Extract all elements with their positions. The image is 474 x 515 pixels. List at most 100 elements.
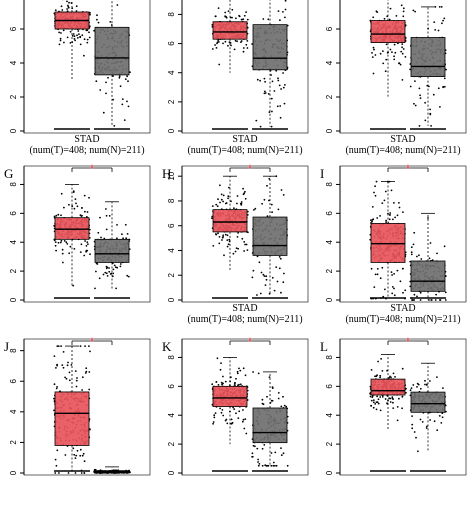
data-point (84, 345, 86, 347)
data-point (419, 88, 421, 90)
data-point (410, 389, 412, 391)
data-point (264, 81, 266, 83)
data-point (94, 288, 96, 290)
data-point (224, 12, 226, 14)
data-point (377, 401, 379, 403)
data-point (242, 188, 244, 190)
data-point (272, 277, 274, 279)
y-tick-label: 0 (325, 470, 334, 475)
data-point (244, 244, 246, 246)
data-point (436, 429, 438, 431)
data-point (259, 80, 261, 82)
data-point (65, 454, 67, 456)
data-point (56, 465, 58, 467)
data-point (75, 203, 77, 205)
data-point (237, 373, 239, 375)
data-point (429, 419, 431, 421)
data-point (282, 72, 284, 74)
data-point (239, 370, 241, 372)
data-point (377, 273, 379, 275)
data-point (393, 55, 395, 57)
data-point (75, 455, 77, 457)
data-point (88, 389, 90, 391)
data-point (83, 255, 85, 257)
data-point (99, 217, 101, 219)
data-point (225, 234, 227, 236)
data-point (244, 418, 246, 420)
significance-star: * (90, 162, 95, 176)
data-point (216, 47, 218, 49)
data-point (280, 406, 282, 408)
data-point (385, 59, 387, 61)
data-point (223, 195, 225, 197)
data-point (68, 252, 70, 254)
data-point (434, 420, 436, 422)
data-point (68, 204, 70, 206)
data-point (243, 367, 245, 369)
data-point (237, 248, 239, 250)
data-point (217, 232, 219, 234)
data-point (381, 202, 383, 204)
data-point (105, 93, 107, 95)
data-point (99, 89, 101, 91)
y-tick-label: 6 (9, 26, 18, 31)
y-tick-label: 2 (167, 99, 176, 104)
y-tick-label: 6 (167, 223, 176, 228)
data-point (56, 345, 58, 347)
data-point (222, 234, 224, 236)
data-point (282, 281, 284, 283)
data-point (280, 258, 282, 260)
data-point (79, 455, 81, 457)
data-point (222, 409, 224, 411)
y-tick-label: 2 (325, 441, 334, 446)
significance-bracket: * (388, 162, 428, 176)
data-point (440, 299, 442, 301)
data-point (236, 203, 238, 205)
data-point (264, 91, 266, 93)
data-point (411, 387, 413, 389)
data-point (393, 202, 395, 204)
data-point (282, 396, 284, 398)
data-point (373, 47, 375, 49)
data-point (84, 240, 86, 242)
data-point (121, 104, 123, 106)
data-point (122, 237, 124, 239)
data-point (260, 293, 262, 295)
data-point (273, 462, 275, 464)
data-point (247, 47, 249, 49)
data-point (394, 44, 396, 46)
data-point (402, 368, 404, 370)
data-point (382, 370, 384, 372)
data-point (253, 270, 255, 272)
data-point (277, 105, 279, 107)
data-point (411, 299, 413, 301)
data-point (62, 249, 64, 251)
data-point (272, 386, 274, 388)
data-point (122, 98, 124, 100)
data-point (67, 362, 69, 364)
data-point (120, 85, 122, 87)
data-point (442, 416, 444, 418)
data-point (397, 214, 399, 216)
data-point (380, 277, 382, 279)
data-point (113, 125, 115, 127)
data-point (399, 62, 401, 64)
data-point (392, 398, 394, 400)
data-point (426, 384, 428, 386)
y-tick-label: 6 (167, 41, 176, 46)
data-point (397, 406, 399, 408)
data-point (226, 239, 228, 241)
box-tumor (55, 218, 89, 240)
data-point (393, 273, 395, 275)
data-point (441, 6, 443, 8)
box-normal (253, 25, 287, 70)
data-point (272, 465, 274, 467)
data-point (371, 369, 373, 371)
data-point (237, 371, 239, 373)
y-tick-label: 4 (9, 239, 18, 244)
data-point (234, 49, 236, 51)
y-tick-label: 8 (9, 348, 18, 353)
plot-frame (182, 0, 308, 133)
data-point (126, 275, 128, 277)
y-tick-label: 4 (9, 60, 18, 65)
